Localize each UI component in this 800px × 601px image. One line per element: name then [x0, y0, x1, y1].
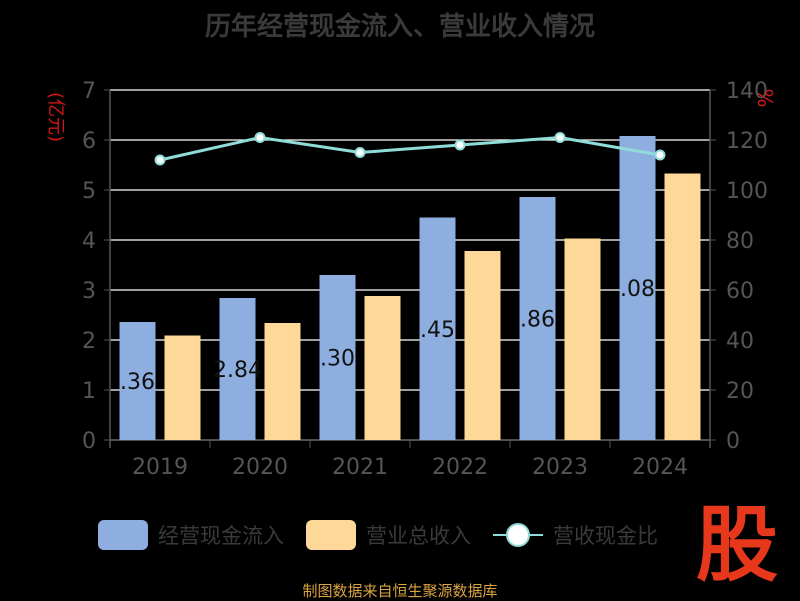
line-ratio — [159, 135, 661, 162]
bar-cash-inflow — [419, 217, 456, 440]
y2-tick-label: 100 — [726, 179, 768, 204]
x-tick-label: 2021 — [332, 455, 388, 480]
x-tick-label: 2019 — [132, 455, 188, 480]
y2-tick-label: 120 — [726, 129, 768, 154]
legend-item-ratio[interactable]: 营收现金比 — [493, 520, 658, 550]
bar-cash-inflow — [219, 298, 256, 440]
bar-revenue — [564, 238, 601, 440]
point-ratio — [554, 132, 566, 143]
legend-item-cash-inflow[interactable]: 经营现金流入 — [98, 520, 284, 550]
data-label-cash-inflow: .30 — [320, 347, 355, 372]
y2-tick-label: 40 — [726, 329, 754, 354]
data-label-cash-inflow: 2.84 — [213, 358, 262, 383]
y-tick-label: 4 — [82, 229, 96, 254]
chart-title: 历年经营现金流入、营业收入情况 — [204, 12, 595, 42]
bar-cash-inflow — [519, 197, 556, 440]
legend-label-ratio: 营收现金比 — [553, 524, 658, 548]
y-tick-label: 0 — [82, 429, 96, 454]
x-tick-label: 2023 — [532, 455, 588, 480]
legend: 经营现金流入 营业总收入 营收现金比 — [98, 518, 680, 552]
y-tick-label: 6 — [82, 129, 96, 154]
bar-revenue — [264, 323, 301, 440]
source-note: 制图数据来自恒生聚源数据库 — [302, 582, 498, 600]
legend-item-revenue[interactable]: 营业总收入 — [306, 520, 471, 550]
y2-tick-label: 80 — [726, 229, 754, 254]
bar-revenue — [164, 335, 201, 440]
data-label-cash-inflow: .36 — [120, 370, 155, 395]
y-axis-unit: (亿元) — [45, 92, 66, 142]
y2-tick-label: 140 — [726, 79, 768, 104]
x-tick-label: 2020 — [232, 455, 288, 480]
y2-tick-label: 60 — [726, 279, 754, 304]
y-tick-label: 2 — [82, 329, 96, 354]
legend-swatch-revenue — [306, 520, 356, 550]
x-tick-label: 2022 — [432, 455, 488, 480]
stock-gu-logo-icon: 股 — [695, 497, 778, 593]
y-tick-label: 7 — [82, 79, 96, 104]
data-label-cash-inflow: .08 — [620, 277, 655, 302]
y-tick-label: 5 — [82, 179, 96, 204]
bar-revenue — [464, 251, 501, 440]
data-label-cash-inflow: .45 — [420, 318, 455, 343]
legend-swatch-ratio — [493, 520, 543, 550]
point-ratio — [654, 149, 666, 161]
bar-revenue — [364, 296, 401, 440]
bar-cash-inflow — [119, 322, 156, 440]
data-label-cash-inflow: .86 — [520, 308, 555, 333]
bar-cash-inflow — [619, 136, 656, 440]
y2-tick-label: 0 — [726, 429, 740, 454]
point-ratio — [154, 154, 166, 166]
x-tick-label: 2024 — [632, 455, 688, 480]
legend-swatch-cash-inflow — [98, 520, 148, 550]
y-tick-label: 3 — [82, 279, 96, 304]
legend-label-cash-inflow: 经营现金流入 — [158, 524, 284, 548]
point-ratio — [454, 139, 466, 151]
y2-tick-label: 20 — [726, 379, 754, 404]
point-ratio — [254, 132, 266, 143]
legend-label-revenue: 营业总收入 — [366, 524, 471, 548]
bar-revenue — [664, 173, 701, 440]
point-ratio — [354, 147, 366, 158]
y-tick-label: 1 — [82, 379, 96, 404]
y2-axis-unit: % — [753, 88, 777, 107]
bar-cash-inflow — [319, 275, 356, 440]
